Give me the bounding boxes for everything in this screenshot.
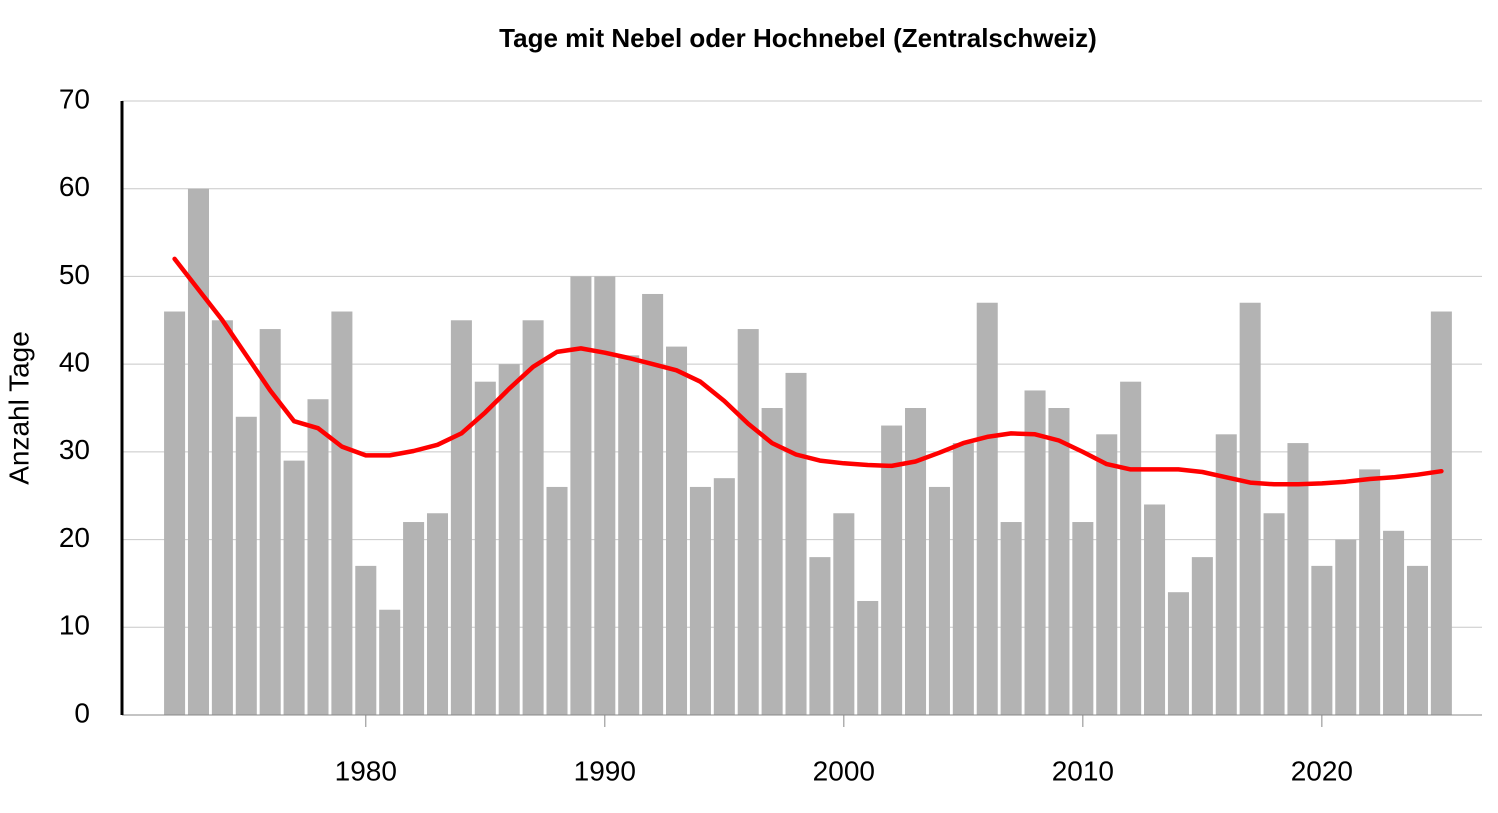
x-tick-label: 2010 — [1052, 755, 1114, 786]
bar — [379, 609, 401, 715]
bar — [426, 513, 449, 715]
y-tick-label: 60 — [59, 171, 90, 202]
bar — [211, 320, 233, 715]
y-axis-label: Anzahl Tage — [3, 331, 34, 485]
bar — [235, 416, 257, 715]
bar — [355, 565, 377, 715]
bar — [928, 486, 950, 715]
x-tick-label: 2020 — [1291, 755, 1353, 786]
bar — [1024, 390, 1046, 715]
y-tick-label: 10 — [59, 610, 90, 641]
bar — [976, 302, 998, 715]
x-tick-label: 1980 — [335, 755, 397, 786]
bar — [1167, 592, 1189, 715]
chart-title: Tage mit Nebel oder Hochnebel (Zentralsc… — [499, 23, 1097, 53]
bar — [164, 311, 186, 715]
bar — [522, 320, 544, 715]
bar — [905, 408, 927, 715]
bar — [1263, 513, 1285, 715]
bar — [809, 557, 831, 715]
x-tick-label: 2000 — [813, 755, 875, 786]
bar — [618, 355, 640, 715]
bar — [307, 399, 329, 715]
bar — [642, 293, 664, 715]
y-tick-label: 0 — [74, 697, 90, 728]
bar — [1311, 565, 1333, 715]
bar — [570, 276, 592, 715]
bar — [952, 443, 974, 715]
bar — [833, 513, 855, 715]
bar — [498, 364, 520, 715]
bar — [1430, 311, 1452, 715]
x-tick-label: 1990 — [574, 755, 636, 786]
bar — [259, 329, 281, 715]
bar — [1335, 539, 1357, 715]
y-tick-label: 40 — [59, 347, 90, 378]
bar — [857, 600, 879, 715]
y-tick-label: 70 — [59, 83, 90, 114]
bar — [1096, 434, 1118, 715]
bar — [1120, 381, 1142, 715]
bar — [1406, 565, 1428, 715]
bar — [689, 486, 711, 715]
y-tick-label: 30 — [59, 434, 90, 465]
bar — [331, 311, 353, 715]
y-tick-label: 50 — [59, 259, 90, 290]
y-tick-label: 20 — [59, 522, 90, 553]
bar — [1239, 302, 1261, 715]
bar — [785, 372, 807, 715]
bar — [1215, 434, 1237, 715]
bar — [666, 346, 688, 715]
bar — [1048, 408, 1070, 715]
bar — [1383, 530, 1405, 715]
bar — [1144, 504, 1166, 715]
bar — [450, 320, 472, 715]
bar — [474, 381, 496, 715]
bar — [881, 425, 903, 715]
bar — [1072, 522, 1094, 715]
bar — [1191, 557, 1213, 715]
trend-line — [172, 256, 1444, 487]
bar — [761, 408, 783, 715]
bar — [713, 478, 735, 715]
bar — [1000, 522, 1022, 715]
bar — [1287, 443, 1309, 715]
bar — [403, 522, 425, 715]
bar — [283, 460, 305, 715]
bar — [546, 486, 568, 715]
bar — [737, 329, 759, 715]
bar — [594, 276, 616, 715]
bar — [1359, 469, 1381, 715]
bar — [187, 188, 210, 715]
